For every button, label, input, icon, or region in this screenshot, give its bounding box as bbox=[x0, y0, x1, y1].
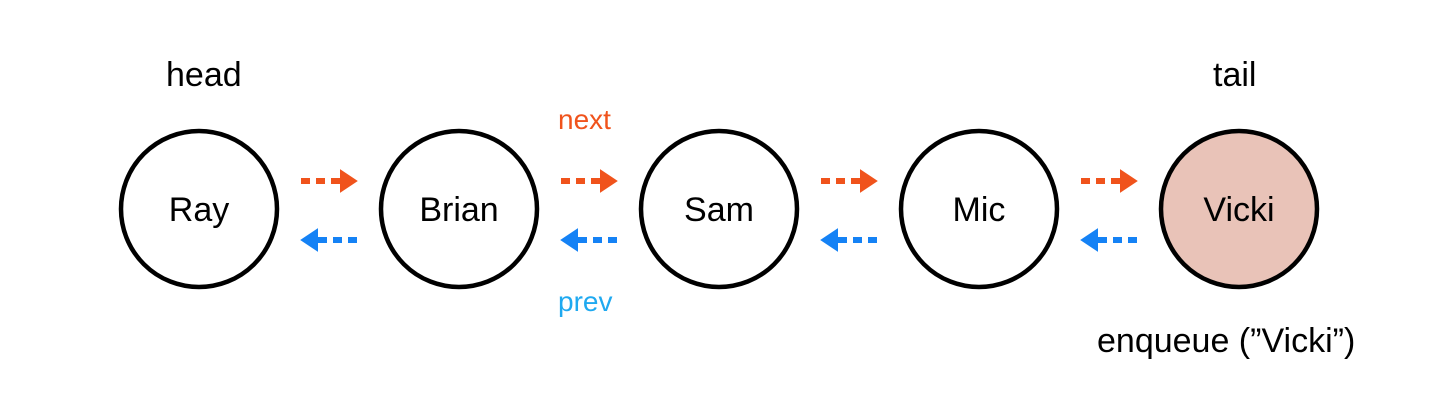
node-label: Sam bbox=[684, 191, 754, 229]
arrows-layer bbox=[300, 169, 1138, 252]
node-ray: Ray bbox=[118, 128, 280, 290]
node-label: Ray bbox=[169, 191, 229, 229]
head-label: head bbox=[166, 56, 242, 94]
node-brian: Brian bbox=[378, 128, 540, 290]
node-label: Brian bbox=[419, 191, 498, 229]
node-circle bbox=[118, 128, 280, 290]
node-circle bbox=[638, 128, 800, 290]
next-label: next bbox=[558, 104, 611, 135]
node-vicki: Vicki bbox=[1158, 128, 1320, 290]
node-circle bbox=[898, 128, 1060, 290]
node-label: Mic bbox=[953, 191, 1006, 229]
node-mic: Mic bbox=[898, 128, 1060, 290]
node-circle bbox=[1158, 128, 1320, 290]
prev-label: prev bbox=[558, 286, 613, 317]
node-circle bbox=[378, 128, 540, 290]
nodes-layer: Ray Brian Sam Mic Vicki bbox=[118, 128, 1320, 290]
operation-label: enqueue (”Vicki”) bbox=[1097, 322, 1356, 360]
tail-label: tail bbox=[1213, 56, 1257, 94]
node-sam: Sam bbox=[638, 128, 800, 290]
node-label: Vicki bbox=[1203, 191, 1274, 229]
